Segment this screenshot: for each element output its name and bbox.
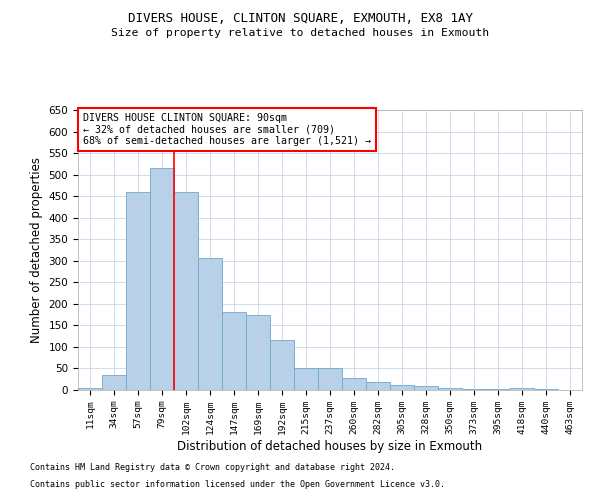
- Bar: [270, 340, 294, 390]
- Bar: [462, 388, 486, 390]
- Text: Contains HM Land Registry data © Crown copyright and database right 2024.: Contains HM Land Registry data © Crown c…: [30, 464, 395, 472]
- Bar: [102, 375, 126, 390]
- Bar: [246, 314, 270, 390]
- Bar: [126, 192, 150, 390]
- Text: Contains public sector information licensed under the Open Government Licence v3: Contains public sector information licen…: [30, 480, 445, 489]
- Y-axis label: Number of detached properties: Number of detached properties: [30, 157, 43, 343]
- Bar: [342, 378, 366, 390]
- Text: DIVERS HOUSE CLINTON SQUARE: 90sqm
← 32% of detached houses are smaller (709)
68: DIVERS HOUSE CLINTON SQUARE: 90sqm ← 32%…: [83, 113, 371, 146]
- Text: DIVERS HOUSE, CLINTON SQUARE, EXMOUTH, EX8 1AY: DIVERS HOUSE, CLINTON SQUARE, EXMOUTH, E…: [128, 12, 473, 26]
- X-axis label: Distribution of detached houses by size in Exmouth: Distribution of detached houses by size …: [178, 440, 482, 453]
- Bar: [390, 385, 414, 390]
- Bar: [534, 389, 558, 390]
- Bar: [318, 368, 342, 390]
- Bar: [174, 192, 198, 390]
- Bar: [414, 386, 438, 390]
- Bar: [438, 388, 462, 390]
- Bar: [486, 389, 510, 390]
- Text: Size of property relative to detached houses in Exmouth: Size of property relative to detached ho…: [111, 28, 489, 38]
- Bar: [294, 368, 318, 390]
- Bar: [222, 312, 246, 390]
- Bar: [150, 168, 174, 390]
- Bar: [198, 258, 222, 390]
- Bar: [366, 382, 390, 390]
- Bar: [510, 388, 534, 390]
- Bar: [78, 388, 102, 390]
